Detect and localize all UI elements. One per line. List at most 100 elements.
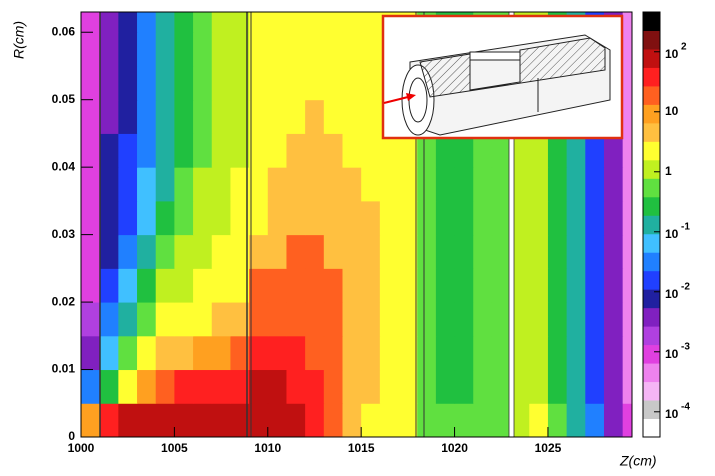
cell <box>436 235 455 269</box>
cell <box>604 370 623 404</box>
colorbar-tick-label: 10 <box>665 104 679 118</box>
cell <box>342 268 361 302</box>
y-tick-label: 0.05 <box>52 92 76 106</box>
cell <box>380 336 399 370</box>
cell <box>604 403 623 437</box>
cell <box>361 66 380 100</box>
cell <box>436 403 455 437</box>
cell <box>118 370 137 404</box>
cell <box>623 370 633 404</box>
cell <box>118 201 137 235</box>
x-tick-label: 1010 <box>254 441 281 455</box>
cell <box>118 133 137 167</box>
cell <box>399 336 418 370</box>
cell <box>81 100 100 134</box>
cell <box>473 201 492 235</box>
cell <box>529 201 548 235</box>
cell <box>305 66 324 100</box>
colorbar-swatch <box>643 252 660 271</box>
cell <box>137 66 156 100</box>
cell <box>455 403 474 437</box>
cell <box>324 370 343 404</box>
cell <box>417 403 436 437</box>
cell <box>156 100 175 134</box>
cell <box>473 403 492 437</box>
cell <box>324 133 343 167</box>
colorbar-swatch <box>643 141 660 160</box>
cell <box>342 370 361 404</box>
cell <box>417 167 436 201</box>
cell <box>567 370 586 404</box>
cell <box>473 336 492 370</box>
x-tick-label: 1005 <box>161 441 188 455</box>
cell <box>623 100 633 134</box>
cell <box>604 302 623 336</box>
colorbar-tick-label: 10 <box>665 347 679 361</box>
colorbar-swatch <box>643 308 660 327</box>
cell <box>118 32 137 66</box>
cell <box>342 302 361 336</box>
cell <box>174 66 193 100</box>
cell <box>268 32 287 66</box>
cell <box>567 167 586 201</box>
cell <box>100 167 119 201</box>
cell <box>118 336 137 370</box>
cell <box>399 302 418 336</box>
x-tick-label: 1020 <box>441 441 468 455</box>
cell <box>548 403 567 437</box>
colorbar-swatch <box>643 160 660 179</box>
cell <box>473 370 492 404</box>
cell <box>548 201 567 235</box>
cell <box>623 403 633 437</box>
colorbar-tick-label: 10 <box>665 227 679 241</box>
cell <box>286 235 305 269</box>
cell <box>455 302 474 336</box>
cell <box>324 403 343 437</box>
cell <box>436 336 455 370</box>
y-tick-label: 0.01 <box>52 362 76 376</box>
cell <box>623 336 633 370</box>
cell <box>399 201 418 235</box>
cell <box>118 167 137 201</box>
cell <box>455 336 474 370</box>
cell <box>342 12 361 33</box>
cell <box>100 268 119 302</box>
cell <box>156 133 175 167</box>
cell <box>492 167 511 201</box>
cell <box>380 403 399 437</box>
cell <box>268 100 287 134</box>
y-tick-label: 0.03 <box>52 227 76 241</box>
cell <box>156 66 175 100</box>
cell <box>492 235 511 269</box>
cell <box>342 403 361 437</box>
cell <box>361 302 380 336</box>
cell <box>380 201 399 235</box>
cell <box>380 302 399 336</box>
cell <box>137 268 156 302</box>
cell <box>492 403 511 437</box>
cell <box>417 201 436 235</box>
colorbar-tick-exponent: -3 <box>681 341 690 352</box>
cell <box>249 403 268 437</box>
y-tick-label: 0 <box>68 429 75 443</box>
cell <box>249 336 268 370</box>
cell <box>212 336 231 370</box>
cell <box>268 66 287 100</box>
cell <box>268 302 287 336</box>
cell <box>604 336 623 370</box>
cell <box>492 336 511 370</box>
colorbar-swatch <box>643 197 660 216</box>
cell <box>193 32 212 66</box>
cell <box>399 167 418 201</box>
cell <box>268 167 287 201</box>
cell <box>342 201 361 235</box>
cell <box>548 235 567 269</box>
cell <box>585 302 604 336</box>
cell <box>305 235 324 269</box>
x-tick-label: 1015 <box>348 441 375 455</box>
colorbar-swatch <box>643 234 660 253</box>
cell <box>604 235 623 269</box>
cell <box>548 336 567 370</box>
cell <box>81 336 100 370</box>
cell <box>342 66 361 100</box>
